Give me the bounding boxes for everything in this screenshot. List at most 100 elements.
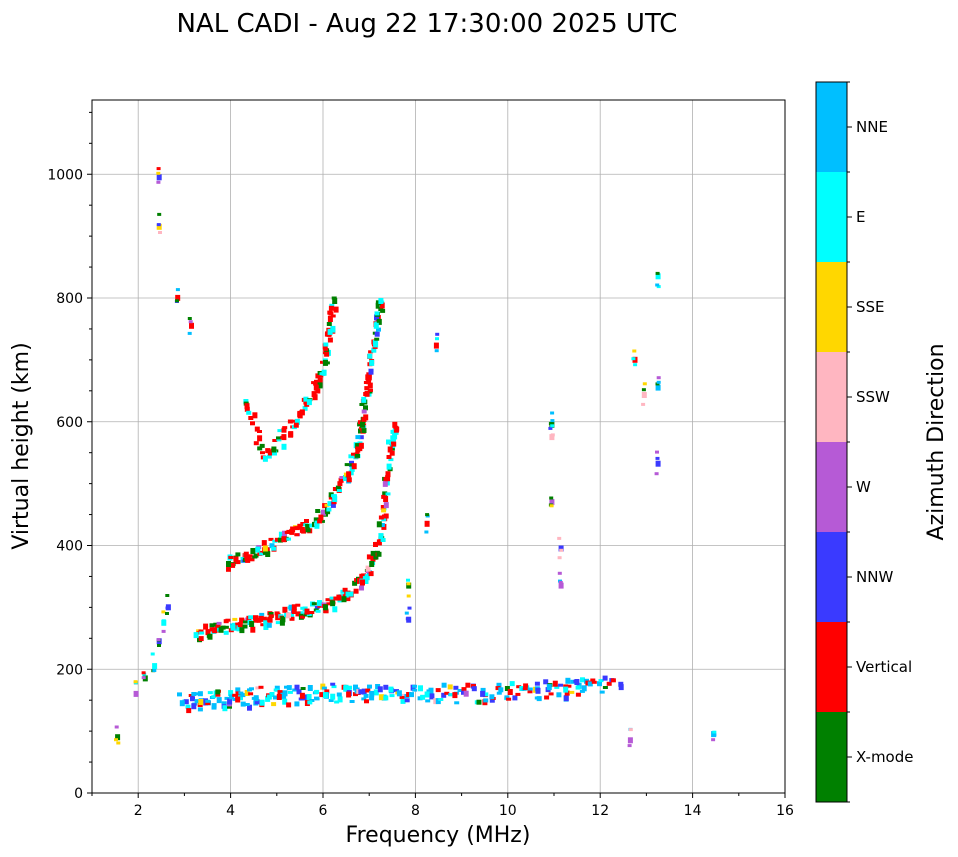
x-axis: 2 4 6 8 10 12 14 16 <box>91 793 794 819</box>
echo-pixel <box>330 314 336 318</box>
echo-pixel <box>429 693 435 700</box>
series-0 <box>177 675 624 714</box>
echo-pixel <box>156 171 161 175</box>
echo-pixel <box>358 435 364 440</box>
data-point <box>198 699 204 705</box>
echo-pixel <box>286 702 292 708</box>
echo-pixel <box>549 496 554 500</box>
echo-pixel <box>461 690 466 695</box>
data-point <box>480 690 486 697</box>
echo-pixel <box>374 331 380 337</box>
colorbar-label-sse: SSE <box>856 298 885 316</box>
echo-pixel <box>227 698 233 705</box>
echo-pixel <box>597 681 602 687</box>
echo-pixel <box>288 431 294 438</box>
echo-pixel <box>355 443 361 450</box>
echo-pixel <box>373 542 378 547</box>
echo-pixel <box>314 520 320 527</box>
echo-pixel <box>209 627 215 632</box>
echo-pixel <box>565 677 571 684</box>
echo-pixel <box>347 685 352 690</box>
echo-pixel <box>342 587 348 592</box>
echo-pixel <box>376 551 382 557</box>
echo-pixel <box>235 687 241 693</box>
echo-pixel <box>376 539 382 546</box>
echo-pixel <box>288 604 294 611</box>
echo-pixel <box>293 422 299 428</box>
echo-pixel <box>320 360 325 364</box>
echo-pixel <box>536 696 542 702</box>
series-5 <box>404 271 717 748</box>
echo-pixel <box>186 708 192 714</box>
echo-pixel <box>156 223 161 227</box>
echo-pixel <box>329 596 335 600</box>
echo-pixel <box>435 688 441 693</box>
echo-pixel <box>205 699 211 703</box>
echo-pixel <box>554 684 560 689</box>
echo-pixel <box>368 571 374 577</box>
echo-pixel <box>282 698 288 705</box>
echo-pixel <box>236 625 242 632</box>
echo-pixel <box>333 306 339 313</box>
colorbar-swatch-nne <box>816 82 847 172</box>
echo-pixel <box>378 694 384 701</box>
echo-pixel <box>187 317 192 320</box>
echo-pixel <box>314 379 319 384</box>
echo-pixel <box>266 454 272 459</box>
echo-pixel <box>232 617 238 621</box>
echo-pixel <box>712 730 717 734</box>
echo-pixel <box>324 351 330 357</box>
echo-pixel <box>383 684 389 690</box>
echo-pixel <box>271 702 277 707</box>
echo-pixel <box>281 427 287 433</box>
echo-pixel <box>330 682 336 686</box>
echo-pixel <box>359 573 365 580</box>
echo-pixel <box>711 738 716 742</box>
echo-pixel <box>229 694 235 700</box>
echo-pixel <box>333 596 339 601</box>
echo-pixel <box>254 699 260 705</box>
echo-pixel <box>282 426 288 430</box>
data-point <box>161 619 167 626</box>
colorbar-swatch-e <box>816 172 847 262</box>
echo-pixel <box>258 685 264 689</box>
data-point <box>281 536 287 543</box>
echo-pixel <box>330 501 336 508</box>
echo-pixel <box>300 615 305 619</box>
series-1 <box>193 421 400 643</box>
echo-pixel <box>399 696 405 699</box>
data-point <box>378 533 384 540</box>
echo-pixel <box>483 698 489 703</box>
echo-pixel <box>161 619 166 623</box>
echo-pixel <box>391 441 397 447</box>
data-point <box>364 390 370 397</box>
echo-pixel <box>655 283 660 287</box>
echo-pixel <box>223 630 229 635</box>
data-point <box>641 392 647 398</box>
echo-pixel <box>183 699 189 705</box>
x-tick-label: 2 <box>134 803 143 819</box>
echo-pixel <box>569 690 575 694</box>
echo-pixel <box>237 622 243 628</box>
echo-pixel <box>263 549 268 555</box>
echo-pixel <box>353 692 358 697</box>
data-point <box>323 359 328 366</box>
echo-pixel <box>304 401 310 407</box>
echo-pixel <box>133 680 138 684</box>
echo-pixel <box>328 312 334 316</box>
echo-pixel <box>407 606 412 610</box>
echo-pixel <box>296 689 302 695</box>
echo-pixel <box>235 560 241 565</box>
echo-pixel <box>315 609 321 613</box>
echo-pixel <box>280 616 286 623</box>
echo-pixel <box>383 502 389 509</box>
echo-pixel <box>240 701 246 707</box>
echo-pixel <box>424 530 429 534</box>
echo-pixel <box>355 453 360 458</box>
echo-pixel <box>591 680 597 684</box>
grid <box>92 100 786 794</box>
echo-pixel <box>286 685 292 691</box>
echo-pixel <box>357 577 362 584</box>
echo-pixel <box>295 603 301 607</box>
echo-pixel <box>314 697 320 701</box>
